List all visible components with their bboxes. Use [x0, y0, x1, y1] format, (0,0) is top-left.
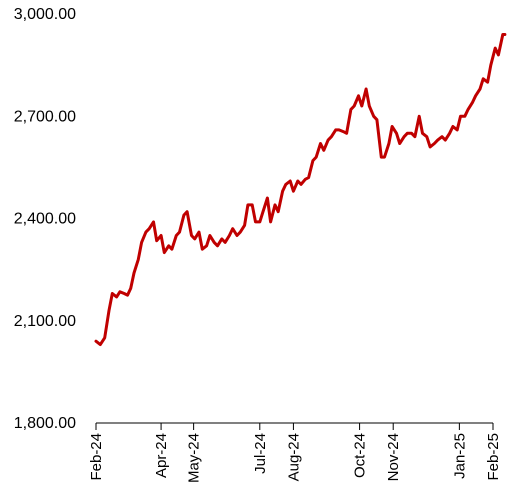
y-tick-label: 2,700.00 — [14, 108, 76, 125]
y-tick-label: 3,000.00 — [14, 6, 76, 23]
series-line — [94, 33, 507, 347]
x-tick-label: Feb-24 — [88, 433, 105, 481]
x-axis: Feb-24 Apr-24 May-24 Jul-24 Aug-24 Oct-24 Nov-… — [88, 422, 502, 483]
x-tick-label: Oct-24 — [352, 433, 369, 478]
x-tick-label: May-24 — [186, 433, 203, 483]
x-tick-label: Jul-24 — [252, 433, 269, 474]
y-tick-label: 2,100.00 — [14, 313, 76, 330]
x-tick-label: Feb-25 — [485, 433, 502, 481]
x-tick-label: Jan-25 — [451, 433, 468, 479]
y-tick-label: 1,800.00 — [14, 415, 76, 432]
x-tick-label: Apr-24 — [153, 433, 170, 478]
y-tick-label: 2,400.00 — [14, 211, 76, 228]
x-tick-label: Aug-24 — [285, 433, 302, 481]
x-tick-label: Nov-24 — [385, 433, 402, 481]
y-axis: 1,800.00 2,100.00 2,400.00 2,700.00 3,000.00 — [14, 6, 76, 432]
